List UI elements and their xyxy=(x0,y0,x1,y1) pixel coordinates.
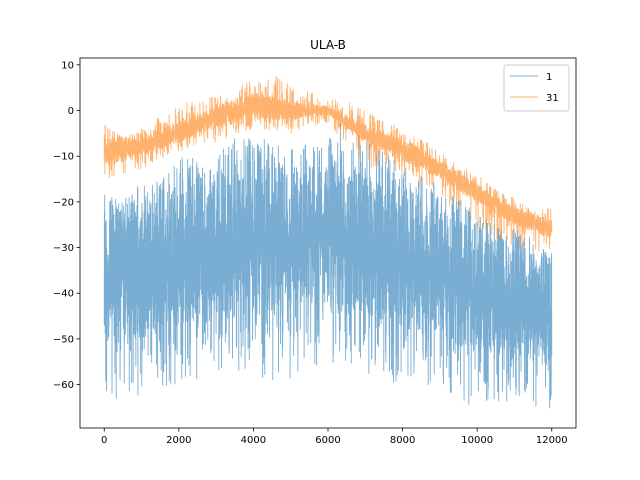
y-tick-label: −20 xyxy=(53,197,74,208)
series-line-31 xyxy=(103,76,553,252)
series-layer xyxy=(103,76,553,409)
y-tick-label: −40 xyxy=(53,289,74,300)
y-tick-label: −30 xyxy=(53,243,74,254)
x-tick-label: 8000 xyxy=(390,435,415,446)
legend: 1 31 xyxy=(503,64,570,112)
y-tick-label: −10 xyxy=(53,152,74,163)
ticks-layer: 0 2000 4000 6000 8000 10000 12000 10 0 −10 −20 −30 −… xyxy=(53,60,568,446)
legend-box xyxy=(503,64,570,112)
x-tick-label: 4000 xyxy=(241,435,266,446)
y-tick-label: −60 xyxy=(53,380,74,391)
x-tick-label: 12000 xyxy=(536,435,568,446)
x-tick-label: 10000 xyxy=(461,435,493,446)
y-tick-label: 0 xyxy=(68,106,74,117)
x-tick-label: 6000 xyxy=(315,435,340,446)
y-tick-label: 10 xyxy=(61,60,74,71)
x-tick-label: 0 xyxy=(101,435,107,446)
x-tick-label: 2000 xyxy=(166,435,191,446)
chart-title: ULA-B xyxy=(310,38,346,52)
legend-label-series-1: 1 xyxy=(546,72,552,83)
legend-label-series-31: 31 xyxy=(546,93,559,104)
series-line-1 xyxy=(103,123,553,409)
y-tick-label: −50 xyxy=(53,334,74,345)
